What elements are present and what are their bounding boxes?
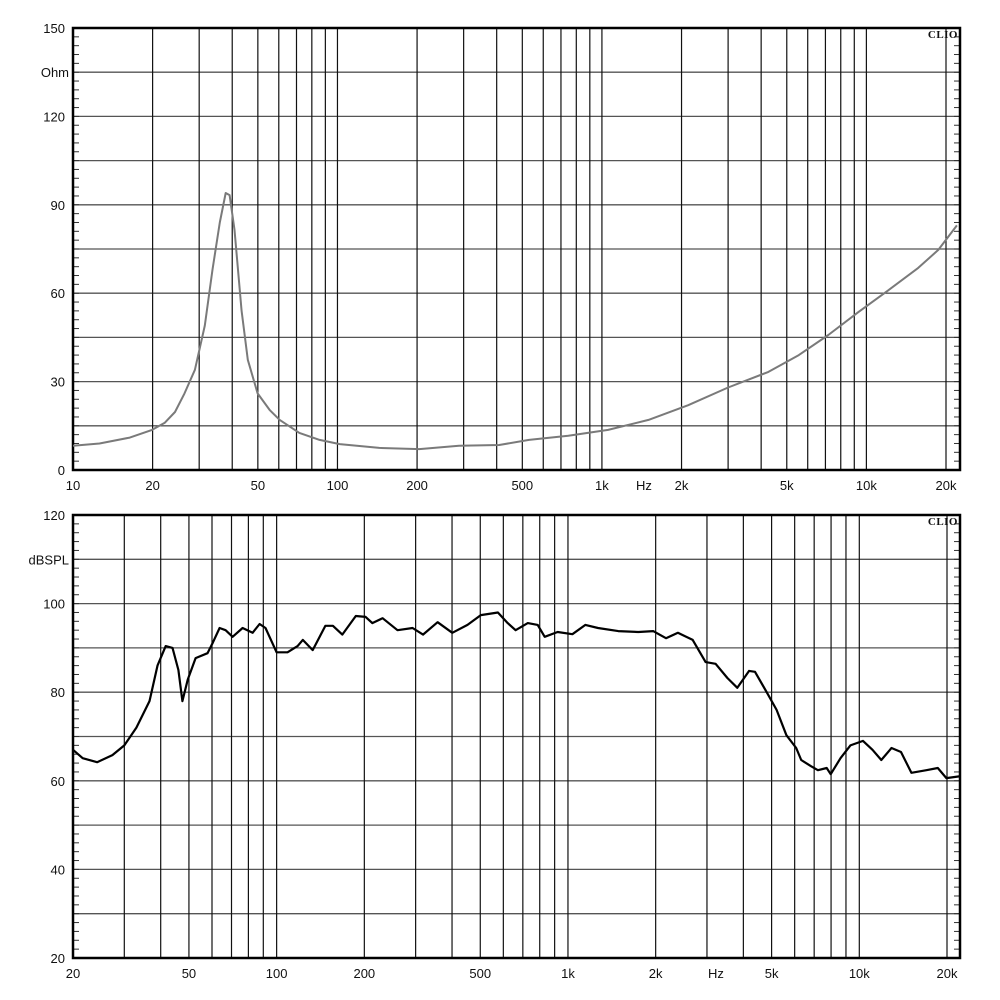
x-tick-label: 50 xyxy=(182,966,196,981)
x-tick-label: 5k xyxy=(780,478,794,493)
y-axis-unit-label: Ohm xyxy=(41,65,69,80)
x-tick-label: 500 xyxy=(469,966,491,981)
impedance-curve xyxy=(72,192,958,451)
y-tick-label: 20 xyxy=(51,951,65,966)
y-tick-label: 80 xyxy=(51,685,65,700)
x-tick-label: 2k xyxy=(649,966,663,981)
x-tick-label: 1k xyxy=(561,966,575,981)
y-tick-label: 120 xyxy=(43,109,65,124)
x-axis-unit-label: Hz xyxy=(636,478,652,493)
y-tick-label: 100 xyxy=(43,597,65,612)
x-tick-label: 20k xyxy=(937,966,958,981)
x-tick-label: 1k xyxy=(595,478,609,493)
impedance-chart: 0 30 60 90 120 150 Ohm 10 20 50 100 200 500 1k 2k 5k 10k… xyxy=(41,21,962,493)
y-tick-label: 90 xyxy=(51,198,65,213)
x-tick-label: 10k xyxy=(856,478,877,493)
y-tick-label: 60 xyxy=(51,286,65,301)
x-tick-label: 5k xyxy=(765,966,779,981)
y-tick-label: 40 xyxy=(51,862,65,877)
x-tick-label: 500 xyxy=(511,478,533,493)
x-tick-label: 100 xyxy=(327,478,349,493)
x-tick-label: 20 xyxy=(66,966,80,981)
x-tick-label: 10k xyxy=(849,966,870,981)
x-tick-label: 20k xyxy=(936,478,957,493)
clio-logo: CLIO xyxy=(928,29,958,41)
y-tick-label: 30 xyxy=(51,375,65,390)
spl-curve xyxy=(72,611,960,780)
y-tick-label: 0 xyxy=(58,463,65,478)
plot-frame xyxy=(71,26,962,472)
plot-frame xyxy=(71,513,962,960)
y-axis-unit-label: dBSPL xyxy=(29,552,69,567)
y-tick-label: 60 xyxy=(51,774,65,789)
x-tick-label: 50 xyxy=(251,478,265,493)
spl-frequency-response-chart: 20 40 60 80 100 120 dBSPL 20 50 100 200 500 1k 2k 5k 10… xyxy=(29,508,962,981)
x-tick-label: 2k xyxy=(675,478,689,493)
x-tick-label: 20 xyxy=(145,478,159,493)
x-tick-label: 200 xyxy=(353,966,375,981)
x-axis-unit-label: Hz xyxy=(708,966,724,981)
y-tick-label: 120 xyxy=(43,508,65,523)
clio-logo: CLIO xyxy=(928,516,958,528)
y-tick-label: 150 xyxy=(43,21,65,36)
x-tick-label: 200 xyxy=(406,478,428,493)
x-tick-label: 10 xyxy=(66,478,80,493)
x-tick-label: 100 xyxy=(266,966,288,981)
